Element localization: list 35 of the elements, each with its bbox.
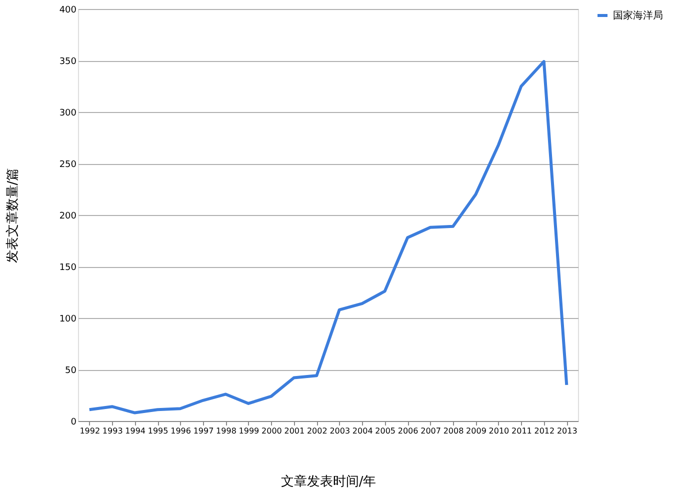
- x-tick-label: 1992: [80, 426, 100, 436]
- y-tick-label: 200: [59, 212, 77, 222]
- legend-label: 国家海洋局: [613, 10, 663, 22]
- x-tick-label: 2000: [262, 426, 282, 436]
- x-tick-label: 1996: [170, 426, 191, 436]
- y-tick-label: 50: [65, 366, 77, 376]
- x-tick-label: 1993: [102, 426, 123, 436]
- x-tick-label: 1998: [216, 426, 236, 436]
- x-tick-label: 2006: [398, 426, 418, 436]
- x-tick-label: 1997: [193, 426, 214, 436]
- y-axis-title: 发表文章数量/篇: [5, 168, 20, 264]
- x-tick-label: 2008: [443, 426, 464, 436]
- x-tick-label: 1999: [238, 426, 260, 436]
- x-tick-label: 1995: [148, 426, 168, 436]
- x-tick-label: 2002: [306, 426, 328, 436]
- x-tick-label: 1994: [125, 426, 146, 436]
- y-tick-label: 150: [59, 263, 77, 273]
- x-tick-label: 2001: [284, 426, 305, 436]
- y-tick-label: 300: [59, 108, 77, 118]
- x-tick-label: 2003: [330, 426, 350, 436]
- x-tick-label: 2007: [420, 426, 441, 436]
- x-tick-label: 2005: [375, 426, 396, 436]
- x-tick-label: 2009: [466, 426, 486, 436]
- y-tick-label: 0: [70, 418, 77, 428]
- x-tick-label: 2004: [352, 426, 373, 436]
- x-tick-label: 2012: [534, 426, 555, 436]
- y-tick-label: 100: [59, 314, 77, 324]
- y-tick-label: 400: [59, 6, 77, 16]
- y-tick-label: 250: [59, 160, 77, 170]
- x-axis-title: 文章发表时间/年: [280, 474, 376, 490]
- x-tick-label: 2013: [556, 426, 578, 436]
- x-tick-label: 2010: [488, 426, 510, 436]
- x-tick-label: 2011: [512, 426, 532, 436]
- line-series: [88, 60, 568, 414]
- y-tick-label: 350: [59, 57, 77, 67]
